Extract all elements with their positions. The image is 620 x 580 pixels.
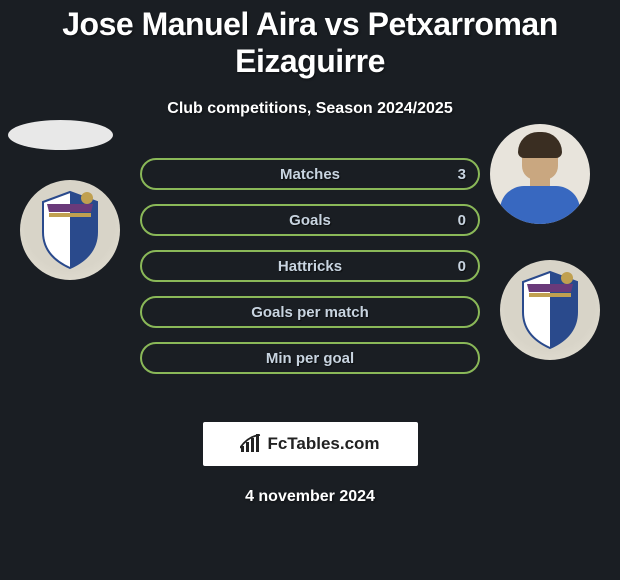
stat-label: Hattricks: [142, 258, 478, 275]
subtitle: Club competitions, Season 2024/2025: [0, 100, 620, 118]
bar-chart-icon: [240, 434, 262, 454]
stat-label: Min per goal: [142, 350, 478, 367]
stat-row: Matches3: [140, 158, 480, 190]
stat-value-right: 0: [458, 258, 466, 275]
stat-row: Goals per match: [140, 296, 480, 328]
branding-text: FcTables.com: [267, 434, 379, 454]
stat-row: Hattricks0: [140, 250, 480, 282]
branding-box: FcTables.com: [203, 422, 418, 466]
stat-value-right: 3: [458, 166, 466, 183]
stat-label: Goals per match: [142, 304, 478, 321]
stat-label: Goals: [142, 212, 478, 229]
stats-container: Matches3Goals0Hattricks0Goals per matchM…: [0, 158, 620, 408]
stat-value-right: 0: [458, 212, 466, 229]
stat-row: Min per goal: [140, 342, 480, 374]
page-title: Jose Manuel Aira vs Petxarroman Eizaguir…: [0, 0, 620, 80]
footer-date: 4 november 2024: [0, 488, 620, 506]
stat-row: Goals0: [140, 204, 480, 236]
player-left-avatar: [8, 120, 113, 150]
stat-label: Matches: [142, 166, 478, 183]
